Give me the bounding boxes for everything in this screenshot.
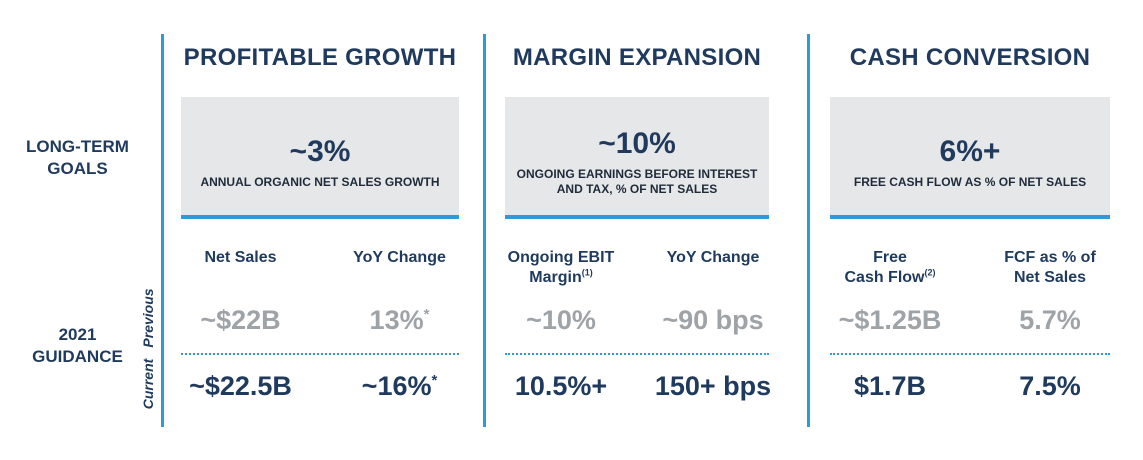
previous-value: 13%* [320,304,479,336]
metric-header-text: Net Sales [204,249,277,266]
footnote-mark: * [431,372,438,389]
goal-description: FREE CASH FLOW AS % OF NET SALES [853,175,1087,189]
footnote-mark: (2) [924,267,936,278]
metric-header-text: Margin [529,269,582,286]
previous-value: 5.7% [970,304,1130,336]
current-value-text: 10.5%+ [514,371,608,401]
metric-header-text: Cash Flow [844,269,925,286]
goal-value: 6%+ [939,135,1001,168]
current-value: ~$22.5B [161,370,320,402]
profitable-growth-column: PROFITABLE GROWTH ~3% ANNUAL ORGANIC NET… [161,0,479,460]
current-value: 7.5% [970,370,1130,402]
divider-line-1 [161,34,164,427]
current-value-text: ~$22.5B [189,371,292,401]
current-value: 150+ bps [637,370,789,402]
goal-box: ~3% ANNUAL ORGANIC NET SALES GROWTH [181,97,459,219]
previous-value: ~90 bps [637,304,789,336]
metric-header: Net Sales [161,248,320,268]
metric-header-text: Free [873,249,907,266]
previous-value-text: ~$1.25B [838,305,942,335]
goal-value: ~3% [289,135,351,168]
previous-value-text: 5.7% [1019,305,1081,335]
previous-value-text: ~90 bps [662,305,764,335]
previous-value-text: 13% [369,305,424,335]
footnote-mark: * [423,306,430,323]
dotted-separator [830,353,1110,355]
guidance-2021-label-line2: GUIDANCE [32,347,123,366]
previous-value: ~10% [485,304,637,336]
metric-header: YoY Change [637,248,789,268]
metric-header-text: Net Sales [1013,269,1087,286]
metric-header-text: YoY Change [666,249,760,266]
goal-description: ANNUAL ORGANIC NET SALES GROWTH [200,175,440,189]
previous-value: ~$1.25B [810,304,970,336]
previous-value: ~$22B [161,304,320,336]
goal-box: ~10% ONGOING EARNINGS BEFORE INTEREST AN… [505,97,769,219]
metric-header-text: FCF as % of [1004,249,1096,266]
previous-row-label-text: Previous [140,288,156,348]
goal-box: 6%+ FREE CASH FLOW AS % OF NET SALES [830,97,1110,219]
long-term-goals-label-line2: GOALS [47,159,108,178]
metric-header: FCF as % of Net Sales [970,248,1130,288]
current-value-text: ~16% [361,371,432,401]
current-value-text: 7.5% [1019,371,1081,401]
metric-header: YoY Change [320,248,479,268]
current-row-label-text: Current [140,358,156,410]
margin-expansion-column: MARGIN EXPANSION ~10% ONGOING EARNINGS B… [485,0,789,460]
metric-header: Free Cash Flow(2) [810,248,970,288]
current-value: 10.5%+ [485,370,637,402]
guidance-2021-label-line1: 2021 [58,325,97,344]
current-value: $1.7B [810,370,970,402]
column-title: CASH CONVERSION [849,44,1091,71]
goal-description: ONGOING EARNINGS BEFORE INTEREST AND TAX… [516,167,758,196]
divider-line-3 [807,34,810,427]
current-value-text: $1.7B [853,371,927,401]
previous-value-text: ~$22B [200,305,281,335]
cash-conversion-column: CASH CONVERSION 6%+ FREE CASH FLOW AS % … [810,0,1130,460]
dotted-separator [505,353,769,355]
dotted-separator [181,353,459,355]
column-title: PROFITABLE GROWTH [183,44,457,71]
divider-line-2 [483,34,486,427]
long-term-goals-label-line1: LONG-TERM [26,137,129,156]
metric-header-text: YoY Change [353,249,446,266]
column-title: MARGIN EXPANSION [512,44,762,71]
guidance-2021-label: 2021 GUIDANCE [0,324,155,368]
long-term-goals-label: LONG-TERM GOALS [0,136,155,180]
current-value: ~16%* [320,370,479,402]
goal-value: ~10% [598,127,676,160]
metric-header: Ongoing EBIT Margin(1) [485,248,637,288]
metric-header-text: Ongoing EBIT [507,249,615,266]
previous-value-text: ~10% [526,305,596,335]
footnote-mark: (1) [581,267,593,278]
current-value-text: 150+ bps [654,371,772,401]
